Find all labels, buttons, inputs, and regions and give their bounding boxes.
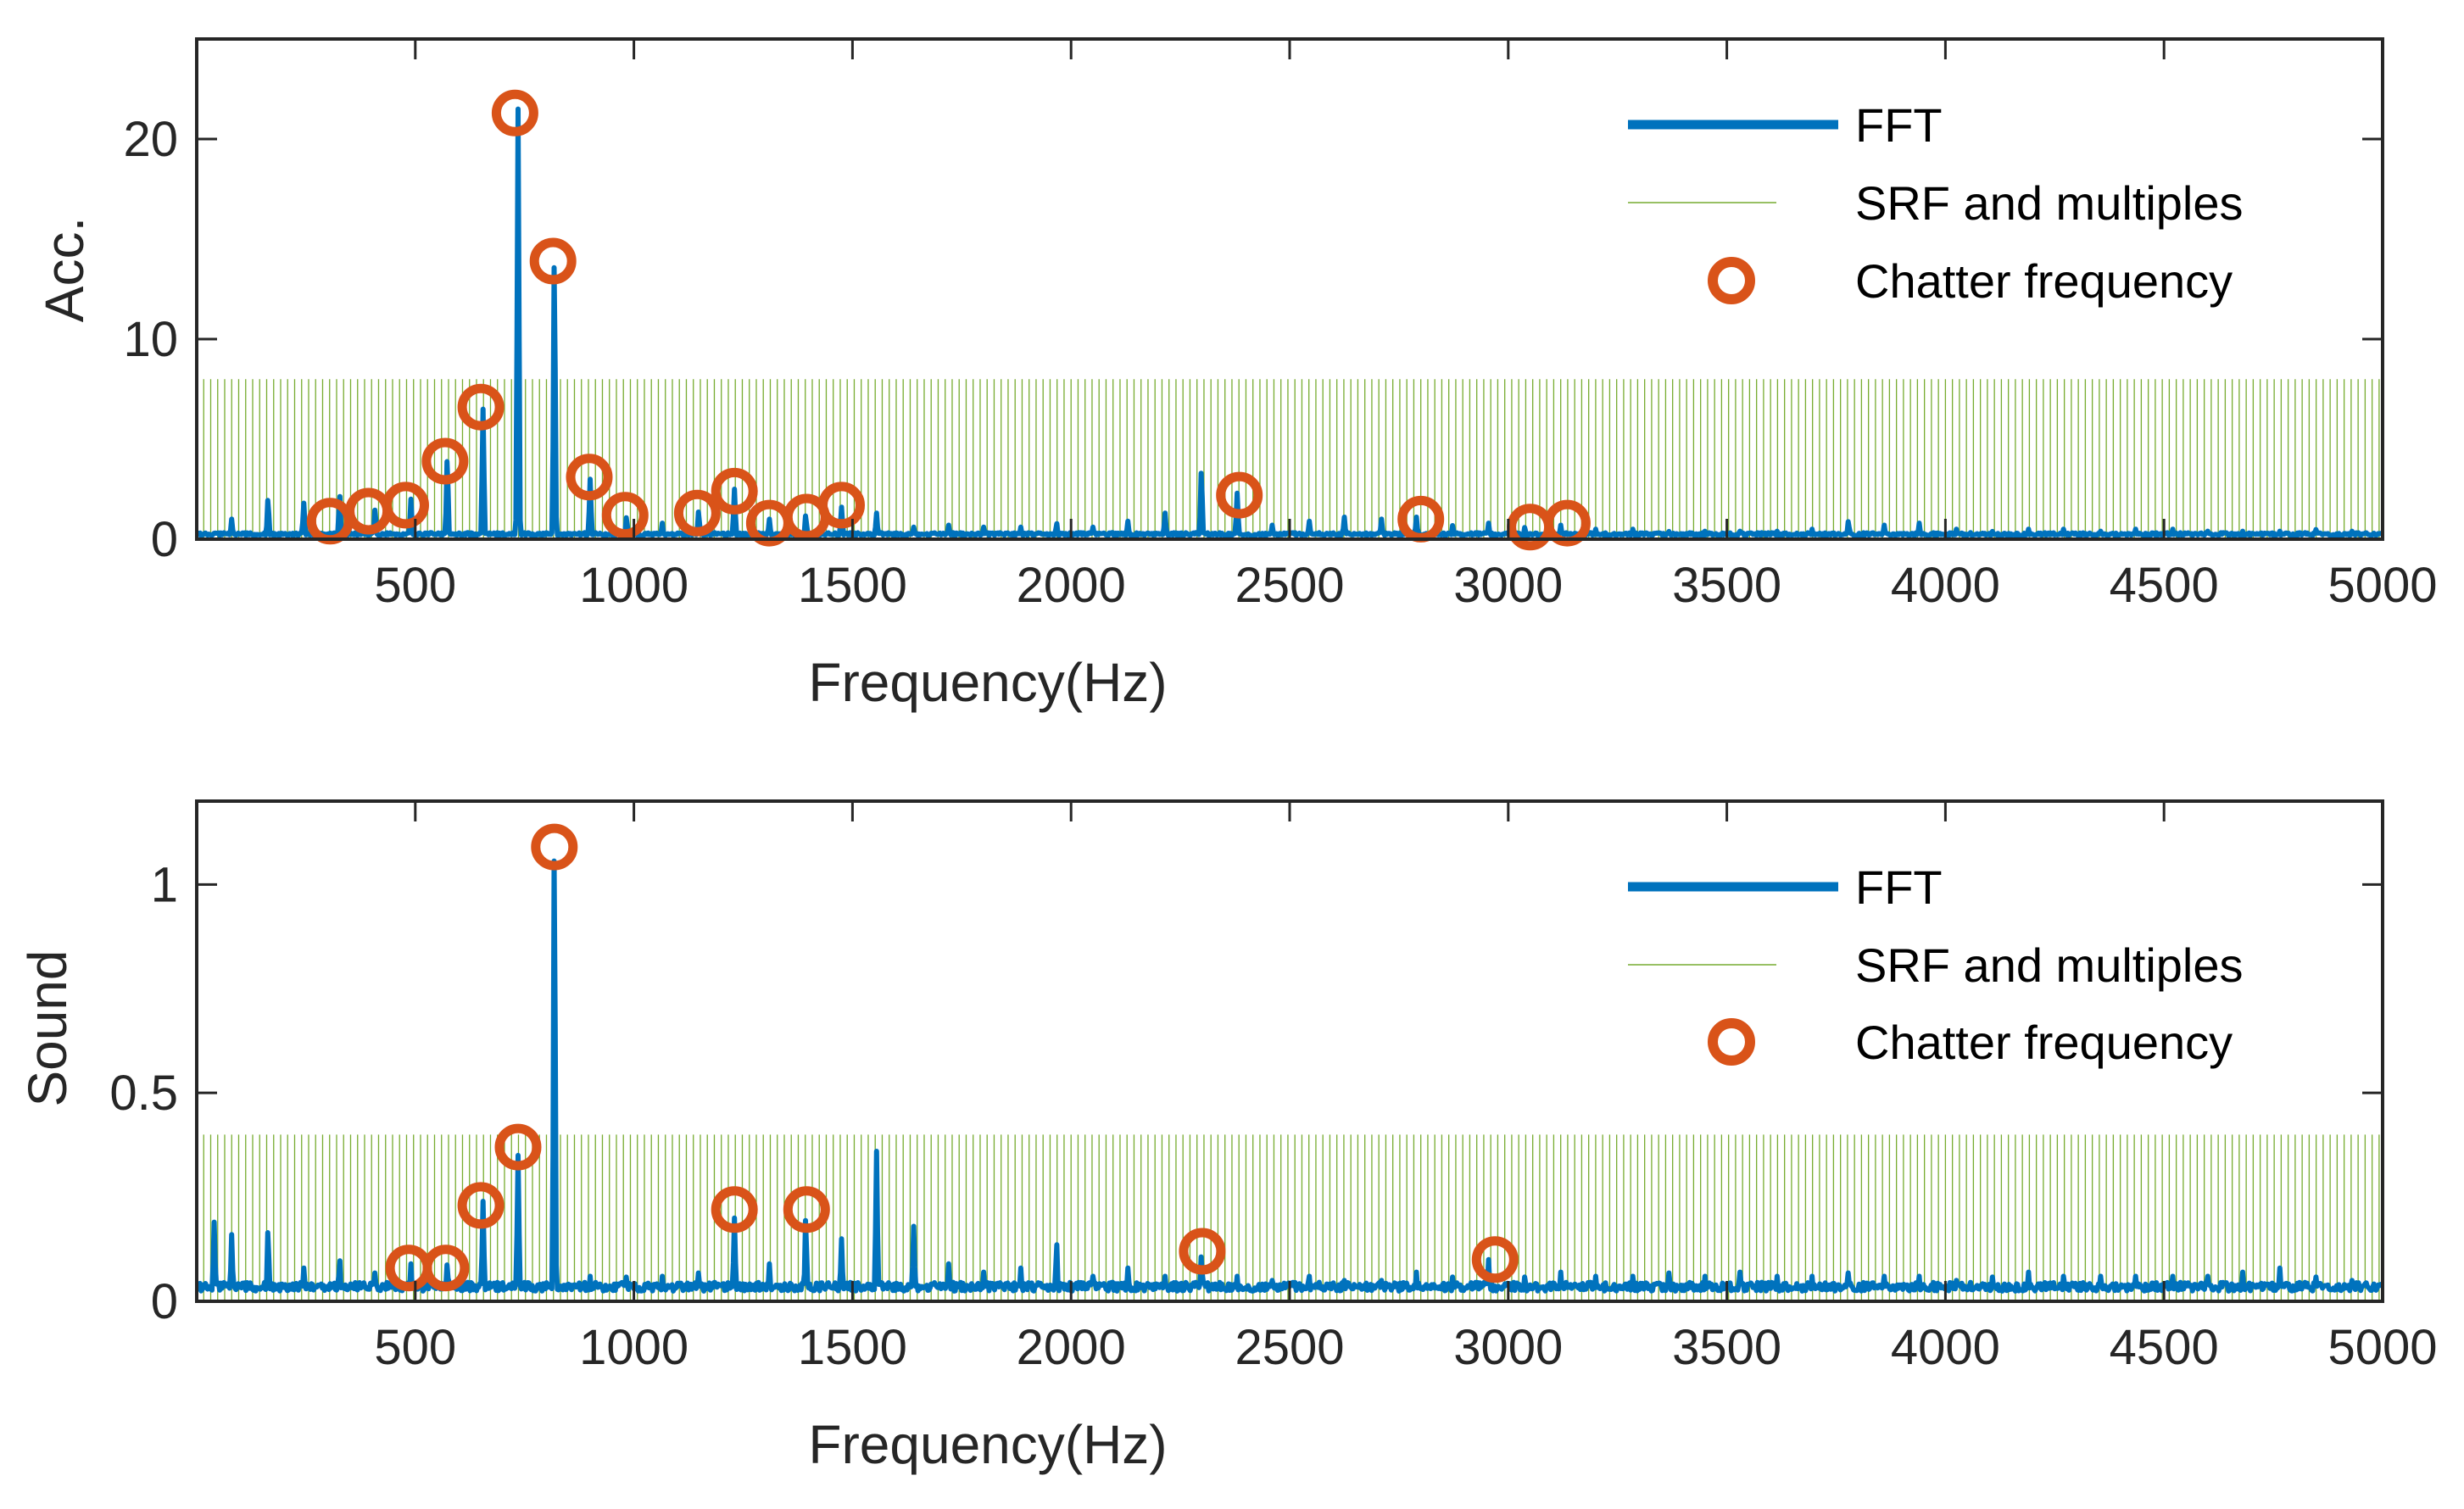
sound-xtick-label: 3000 xyxy=(1453,1320,1563,1375)
acc-ytick-label: 10 xyxy=(123,312,178,367)
acc-xtick-label: 2500 xyxy=(1235,558,1344,613)
sound-legend-chatter-swatch xyxy=(1708,1018,1755,1066)
sound-xtick-label: 4500 xyxy=(2110,1320,2219,1375)
sound-srf-multiples xyxy=(203,1134,2380,1301)
acc-xlabel: Frequency(Hz) xyxy=(808,652,1167,713)
sound-chatter-marker xyxy=(422,1245,470,1292)
sound-chatter-marker xyxy=(783,1186,830,1233)
sound-xtick-label: 2500 xyxy=(1235,1320,1344,1375)
sound-xtick-label: 2000 xyxy=(1017,1320,1126,1375)
acc-chatter-marker xyxy=(711,467,758,515)
acc-chatter-marker xyxy=(421,437,469,485)
sound-chatter-marker xyxy=(457,1182,505,1229)
acc-chatter-marker xyxy=(345,487,393,535)
sound-ytick-label: 0 xyxy=(151,1274,178,1329)
sound-xtick-label: 4000 xyxy=(1891,1320,2000,1375)
sound-xlabel: Frequency(Hz) xyxy=(808,1414,1167,1475)
sound-chatter-marker xyxy=(494,1123,542,1171)
acc-fft-layer xyxy=(195,106,2384,538)
acc-fft-series xyxy=(195,106,2384,538)
acc-chatter-marker xyxy=(1543,499,1591,547)
acc-xtick-label: 1000 xyxy=(579,558,688,613)
acc-chatter-marker xyxy=(601,492,649,539)
acc-xtick-label: 500 xyxy=(374,558,456,613)
acc-chatter-marker xyxy=(673,489,721,537)
acc-xtick-label: 4500 xyxy=(2110,558,2219,613)
acc-ticks: 500 1000 1500 2000 2500 3000 3500 4000 4500 5000 0… xyxy=(123,39,2438,613)
sound-legend-fft-label: FFT xyxy=(1855,860,1943,914)
sound-xtick-label: 500 xyxy=(374,1320,456,1375)
sound-xtick-label: 5000 xyxy=(2327,1320,2437,1375)
acc-xtick-label: 4000 xyxy=(1891,558,2000,613)
sound-chatter-markers xyxy=(385,823,1519,1292)
acc-legend-fft-label: FFT xyxy=(1855,98,1943,152)
sound-ytick-label: 1 xyxy=(151,857,178,912)
acc-chatter-marker xyxy=(491,89,538,136)
sound-chart: 500 1000 1500 2000 2500 3000 3500 4000 4500 5000 0… xyxy=(17,799,2438,1475)
acc-ylabel: Acc. xyxy=(34,217,95,322)
acc-chatter-markers xyxy=(306,89,1591,551)
sound-chatter-marker xyxy=(711,1186,758,1233)
acc-legend: FFT SRF and multiples Chatter frequency xyxy=(1628,98,2244,308)
acc-chatter-marker xyxy=(566,454,613,501)
acc-ytick-label: 0 xyxy=(151,512,178,567)
acc-xtick-label: 3000 xyxy=(1453,558,1563,613)
acc-chart: 500 1000 1500 2000 2500 3000 3500 4000 4500 5000 0… xyxy=(34,37,2438,713)
sound-xtick-label: 3500 xyxy=(1672,1320,1781,1375)
acc-chatter-marker xyxy=(529,237,577,285)
acc-xtick-label: 5000 xyxy=(2327,558,2437,613)
sound-chatter-marker xyxy=(1179,1228,1226,1275)
acc-legend-srf-label: SRF and multiples xyxy=(1855,176,2244,230)
acc-legend-chatter-swatch xyxy=(1708,257,1755,304)
sound-chatter-marker xyxy=(531,823,578,871)
sound-legend: FFT SRF and multiples Chatter frequency xyxy=(1628,860,2244,1069)
sound-legend-srf-label: SRF and multiples xyxy=(1855,938,2244,992)
sound-legend-chatter-label: Chatter frequency xyxy=(1855,1016,2233,1069)
sound-srf-lines xyxy=(203,1134,2380,1301)
acc-xtick-label: 2000 xyxy=(1017,558,1126,613)
acc-xtick-label: 3500 xyxy=(1672,558,1781,613)
sound-ticks: 500 1000 1500 2000 2500 3000 3500 4000 4500 5000 0… xyxy=(109,801,2438,1375)
sound-xtick-label: 1000 xyxy=(579,1320,688,1375)
acc-chatter-marker xyxy=(457,383,505,431)
acc-chatter-marker xyxy=(382,482,429,529)
acc-srf-multiples xyxy=(203,379,2380,539)
sound-fft-series xyxy=(195,858,2384,1294)
sound-fft-layer xyxy=(195,858,2384,1294)
sound-chatter-marker xyxy=(1471,1236,1519,1283)
acc-srf-lines xyxy=(203,379,2380,539)
acc-chatter-marker xyxy=(1216,471,1263,519)
sound-ylabel: Sound xyxy=(17,949,78,1106)
sound-ytick-label: 0.5 xyxy=(109,1066,178,1121)
acc-legend-chatter-label: Chatter frequency xyxy=(1855,254,2233,308)
acc-xtick-label: 1500 xyxy=(798,558,907,613)
sound-xtick-label: 1500 xyxy=(798,1320,907,1375)
acc-ytick-label: 20 xyxy=(123,112,178,167)
acc-chatter-marker xyxy=(818,482,865,529)
